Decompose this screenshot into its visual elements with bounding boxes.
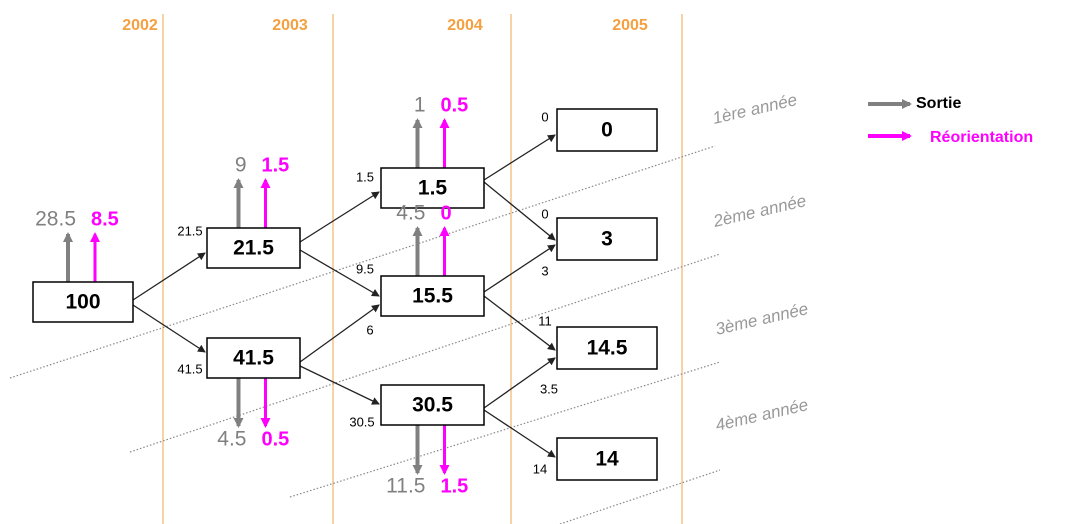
reorientation-label: 1.5 (441, 475, 469, 497)
node-label: 41.5 (233, 347, 274, 370)
flow-label: 0 (541, 206, 548, 221)
sortie-label: 4.5 (396, 202, 425, 225)
flow-label: 14 (533, 461, 547, 476)
flow-label: 0 (541, 109, 548, 124)
node-label: 14.5 (587, 337, 628, 360)
flow-arrow (483, 409, 556, 458)
flow-arrow (299, 191, 380, 243)
node-label: 15.5 (412, 285, 453, 308)
node-box (556, 108, 658, 152)
node-label: 3 (601, 228, 613, 251)
flow-label: 41.5 (177, 361, 202, 376)
flow-arrow (299, 249, 380, 297)
flow-arrow (483, 357, 556, 409)
flow-label: 1.5 (356, 169, 374, 184)
year-label: 2002 (122, 17, 158, 34)
legend-label: Réorientation (930, 129, 1033, 146)
node-box (556, 326, 658, 370)
node-box (380, 167, 485, 209)
node-label: 100 (65, 291, 100, 314)
node-box (206, 227, 301, 269)
sortie-label: 9 (235, 154, 247, 177)
level-line (129, 253, 721, 453)
level-line (559, 469, 721, 524)
flow-label: 9.5 (356, 261, 374, 276)
level-label: 1ère année (711, 90, 799, 128)
flow-arrow (132, 304, 206, 353)
reorientation-label: 8.5 (91, 208, 119, 230)
reorientation-label: 0.5 (262, 428, 290, 450)
node-label: 21.5 (233, 237, 274, 260)
sortie-label: 28.5 (35, 208, 76, 231)
node-label: 30.5 (412, 394, 453, 417)
reorientation-label: 0.5 (441, 94, 469, 116)
node-box (32, 281, 134, 323)
year-label: 2004 (447, 17, 483, 34)
flow-arrow (483, 244, 556, 293)
legend-label: Sortie (916, 95, 961, 112)
node-box (380, 275, 485, 317)
node-label: 0 (601, 119, 613, 142)
node-label: 1.5 (418, 177, 448, 200)
flow-label: 11 (538, 313, 552, 328)
level-label: 2ème année (711, 191, 808, 231)
flow-arrow (299, 304, 380, 363)
node-label: 14 (595, 448, 619, 471)
level-label: 3ème année (714, 299, 810, 339)
flow-label: 3 (541, 263, 548, 278)
node-box (380, 384, 485, 426)
flow-label: 30.5 (349, 414, 374, 429)
flow-arrow (483, 134, 556, 181)
flow-label: 3.5 (540, 381, 558, 396)
node-box (556, 217, 658, 261)
year-label: 2003 (272, 17, 308, 34)
flow-arrow (132, 252, 206, 301)
sortie-label: 11.5 (386, 475, 425, 498)
flow-label: 21.5 (177, 223, 202, 238)
reorientation-label: 0 (441, 202, 452, 224)
legend: Sortie Réorientation (868, 95, 1033, 146)
flow-arrow (483, 181, 556, 241)
year-label: 2005 (612, 17, 648, 34)
node-box (206, 337, 301, 379)
sortie-label: 1 (414, 94, 426, 117)
reorientation-label: 1.5 (262, 154, 290, 176)
flow-arrow (299, 365, 380, 405)
level-label: 4ème année (714, 395, 810, 435)
level-line (9, 145, 716, 379)
flow-arrow (483, 295, 556, 351)
sortie-label: 4.5 (217, 428, 246, 451)
node-box (556, 437, 658, 481)
flow-label: 6 (366, 322, 373, 337)
level-line (289, 361, 721, 498)
